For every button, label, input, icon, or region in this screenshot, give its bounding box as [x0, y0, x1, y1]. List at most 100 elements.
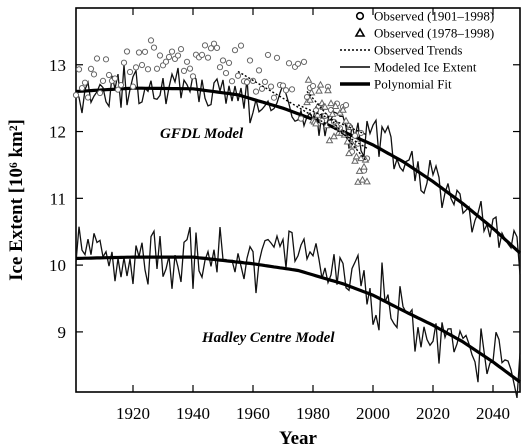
observed-1901-1998-point — [180, 67, 188, 74]
observed-1901-1998-point — [99, 77, 107, 85]
legend-label: Modeled Ice Extent — [374, 60, 477, 75]
observed-1901-1998-point — [243, 79, 251, 86]
observed-1901-1998-point — [102, 56, 110, 63]
model-annotation: Hadley Centre Model — [201, 330, 335, 346]
modeled-ice-extent-line — [75, 226, 521, 399]
series-5 — [303, 75, 371, 185]
legend-label: Observed (1978–1998) — [374, 26, 494, 41]
observed-1978-1998-point — [328, 109, 337, 117]
y-tick-label: 11 — [50, 189, 66, 208]
observed-1901-1998-point — [204, 54, 212, 61]
observed-1978-1998-point — [325, 136, 334, 144]
observed-1901-1998-point — [141, 48, 149, 55]
observed-1901-1998-point — [237, 42, 245, 49]
observed-1901-1998-point — [87, 65, 95, 72]
polynomial-fit-line — [76, 255, 521, 384]
series-2 — [75, 226, 521, 399]
y-tick-label: 12 — [49, 123, 66, 142]
observed-1978-1998-point — [306, 95, 314, 103]
observed-1901-1998-point — [153, 65, 161, 72]
observed-1901-1998-point — [219, 57, 227, 64]
observed-1901-1998-point — [279, 82, 287, 89]
series-layer: GFDL Model Hadley Centre Model — [72, 37, 522, 399]
observed-1978-1998-point — [315, 86, 323, 94]
observed-1901-1998-point — [234, 72, 242, 79]
observed-1901-1998-point — [126, 68, 134, 76]
observed-1978-1998-point — [351, 156, 359, 164]
legend: Observed (1901–1998) Observed (1978–1998)… — [340, 9, 494, 92]
x-tick-label: 1980 — [296, 404, 330, 423]
observed-1901-1998-point — [261, 78, 269, 85]
observed-1901-1998-point — [267, 83, 275, 90]
observed-1901-1998-point — [147, 37, 155, 44]
observed-1901-1998-point — [123, 48, 131, 55]
observed-1901-1998-point — [285, 60, 293, 67]
observed-1978-1998-point — [330, 132, 338, 140]
series-3 — [76, 255, 521, 384]
observed-1901-1998-point — [72, 92, 80, 99]
observed-1901-1998-point — [132, 64, 140, 71]
observed-1901-1998-point — [96, 89, 104, 97]
observed-1901-1998-point — [177, 46, 185, 53]
polynomial-fit-line — [75, 86, 522, 255]
observed-1901-1998-point — [210, 40, 218, 47]
observed-1978-1998-point — [355, 166, 364, 174]
y-tick-label: 10 — [49, 256, 66, 275]
legend-label: Observed Trends — [374, 43, 462, 58]
observed-1901-1998-point — [117, 81, 125, 89]
x-tick-label: 1940 — [176, 404, 210, 423]
observed-1901-1998-point — [156, 52, 164, 59]
observed-1901-1998-point — [216, 64, 224, 71]
observed-1978-1998-point — [345, 149, 353, 157]
legend-circle-marker — [355, 11, 365, 21]
observed-1901-1998-point — [90, 71, 98, 78]
observed-trend-line — [306, 91, 368, 163]
observed-1901-1998-point — [342, 102, 350, 109]
legend-label: Observed (1901–1998) — [374, 9, 494, 24]
observed-1901-1998-point — [201, 42, 209, 49]
observed-1901-1998-point — [168, 48, 176, 55]
series-6 — [237, 70, 368, 163]
axis-ticks: 1920 1940 1960 1980 2000 2020 2040 9 10 11 12 13 — [49, 8, 520, 423]
observed-1978-1998-point — [313, 110, 322, 118]
observed-1901-1998-point — [246, 57, 254, 64]
observed-1901-1998-point — [258, 85, 266, 92]
y-axis-label: Ice Extent [10⁶ km²] — [6, 119, 27, 281]
observed-1901-1998-point — [84, 94, 92, 101]
observed-1901-1998-point — [174, 52, 182, 59]
observed-1901-1998-point — [78, 84, 86, 92]
observed-1978-1998-point — [339, 105, 347, 113]
plot-frame — [75, 7, 521, 393]
observed-1978-1998-point — [363, 177, 371, 185]
observed-1901-1998-point — [105, 71, 113, 79]
observed-1978-1998-point — [321, 102, 329, 110]
x-tick-label: 1960 — [236, 404, 270, 423]
observed-1901-1998-point — [198, 51, 206, 58]
observed-1901-1998-point — [351, 132, 359, 139]
observed-1901-1998-point — [297, 115, 305, 122]
x-tick-label: 1920 — [116, 404, 150, 423]
x-tick-label: 2000 — [356, 404, 390, 423]
y-tick-label: 9 — [58, 323, 67, 342]
legend-triangle-marker — [354, 27, 366, 37]
observed-1901-1998-point — [228, 78, 236, 85]
legend-label: Polynomial Fit — [374, 77, 452, 92]
observed-1978-1998-point — [360, 162, 368, 170]
observed-1978-1998-point — [331, 102, 340, 109]
observed-1901-1998-point — [186, 65, 194, 72]
observed-1901-1998-point — [150, 44, 158, 51]
observed-1901-1998-point — [309, 82, 317, 90]
observed-1901-1998-point — [93, 55, 101, 62]
observed-1901-1998-point — [252, 88, 260, 95]
observed-1978-1998-point — [352, 152, 361, 160]
observed-1901-1998-point — [114, 86, 122, 93]
observed-1901-1998-point — [165, 53, 173, 61]
observed-1901-1998-point — [225, 59, 233, 67]
observed-1901-1998-point — [75, 66, 83, 73]
observed-1978-1998-point — [342, 116, 350, 124]
observed-1978-1998-point — [346, 123, 355, 131]
observed-1978-1998-point — [307, 88, 316, 96]
observed-1978-1998-point — [358, 175, 367, 183]
observed-1978-1998-point — [327, 99, 335, 107]
